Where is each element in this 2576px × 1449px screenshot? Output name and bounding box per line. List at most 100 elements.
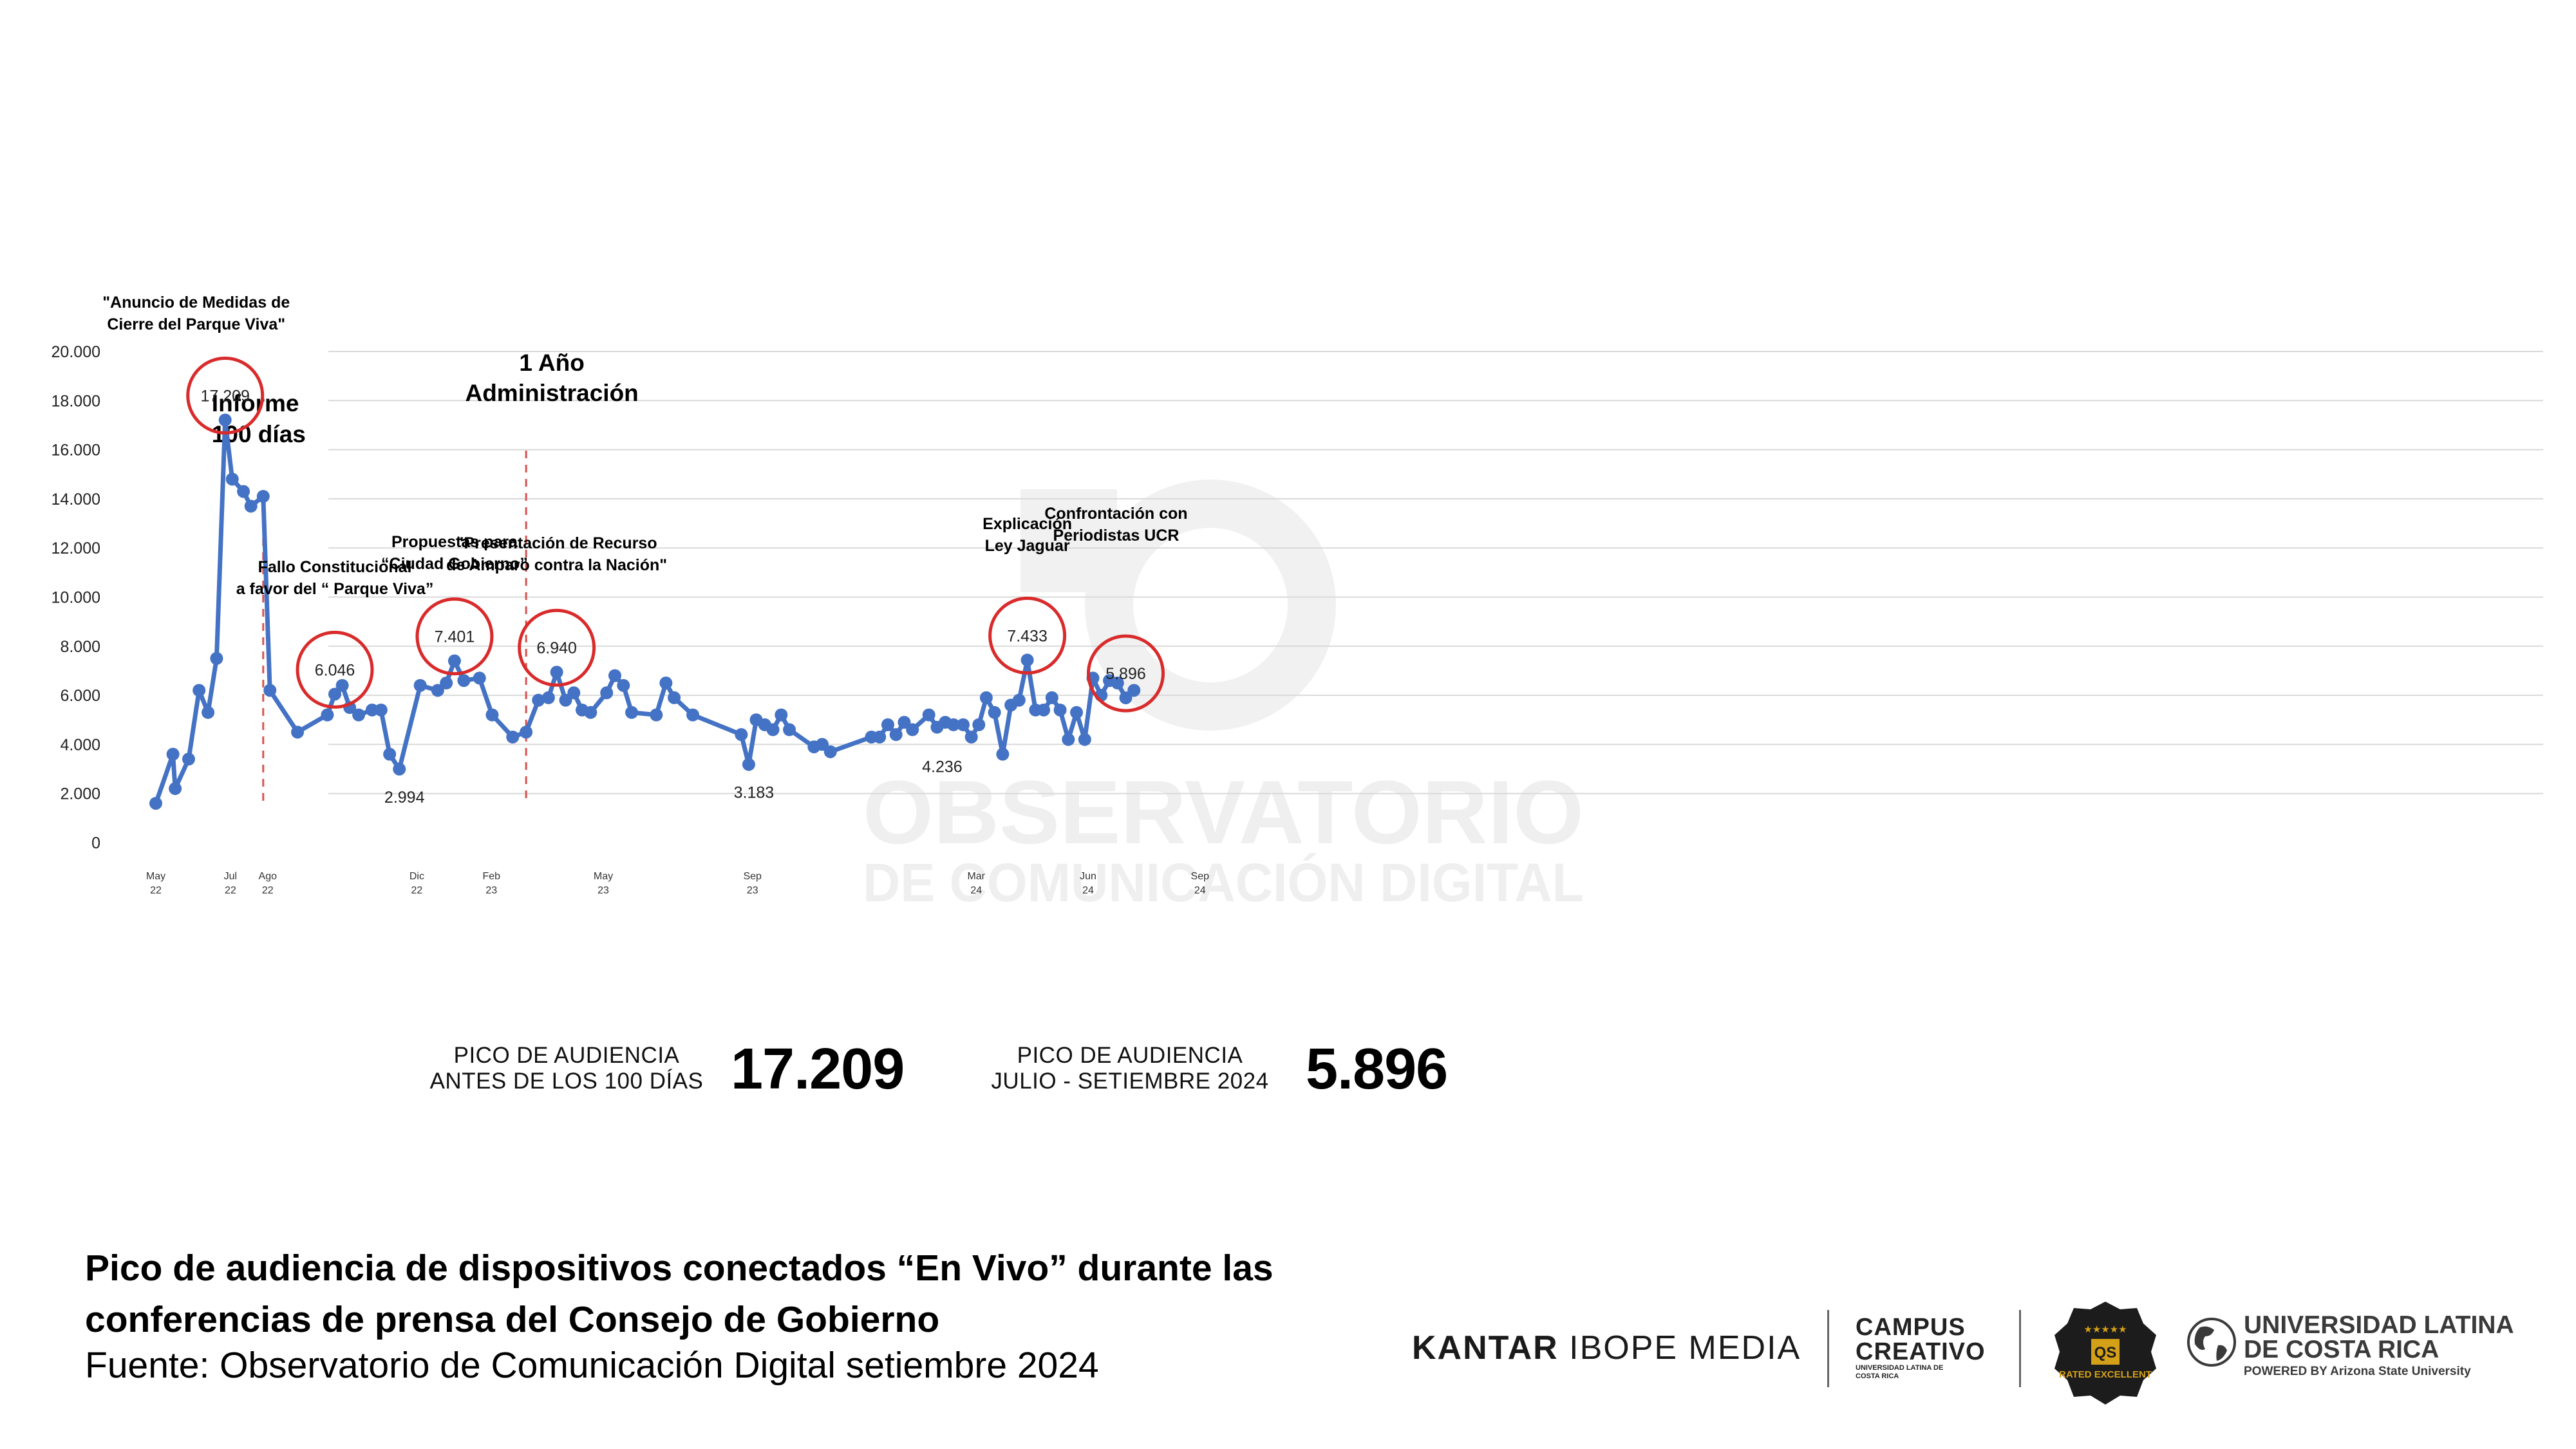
watermark-line2: DE COMUNICACIÓN DIGITAL: [863, 852, 1584, 913]
data-point: [182, 753, 195, 766]
source-note: Fuente: Observatorio de Comunicación Dig…: [85, 1345, 1099, 1386]
data-label: 7.433: [1007, 627, 1048, 645]
y-tick-label: 14.000: [52, 491, 100, 509]
data-point: [1053, 703, 1067, 716]
data-point: [625, 706, 639, 719]
data-point: [328, 687, 342, 701]
data-point: [244, 500, 258, 513]
data-label: 5.896: [1105, 665, 1146, 683]
kpi-value-jul-sep-2024: 5.896: [1306, 1037, 1448, 1101]
badge-rated: RATED EXCELLENT: [2059, 1369, 2152, 1380]
chart-title-line2: conferencias de prensa del Consejo de Go…: [85, 1299, 940, 1340]
data-point: [964, 730, 978, 743]
highlight-circle: [415, 597, 494, 676]
annotation-text: Periodistas UCR: [1053, 527, 1180, 545]
highlight-circle: [518, 608, 596, 687]
x-tick-year: 24: [1194, 885, 1206, 896]
data-point: [617, 678, 630, 692]
series-audiencia: [149, 413, 1141, 810]
data-point: [473, 671, 486, 685]
data-point: [506, 730, 520, 743]
y-tick-label: 8.000: [60, 638, 100, 656]
data-point: [335, 678, 349, 692]
x-tick-year: 22: [411, 885, 423, 896]
milestone-label: 1 Año: [519, 350, 584, 376]
data-point: [149, 796, 162, 810]
data-point: [263, 684, 277, 697]
data-point: [873, 730, 887, 743]
x-tick-month: May: [594, 871, 613, 882]
x-tick-year: 23: [485, 885, 497, 896]
annotation-text: Confrontación con: [1044, 505, 1187, 523]
x-axis: May 22 Jul 22 Ago 22 Dic 22 Feb 23 May 23 Sep 23 Mar 24…: [146, 871, 1209, 896]
x-tick-month: Ago: [259, 871, 277, 882]
data-point: [1111, 677, 1124, 690]
campus-logo-line2: CREATIVO: [1856, 1338, 1986, 1365]
data-point: [520, 725, 533, 739]
data-point: [550, 666, 563, 679]
kantar-logo-bold: KANTAR: [1412, 1329, 1559, 1367]
annotation-text: "Anuncio de Medidas de: [102, 294, 290, 312]
data-point: [816, 738, 829, 751]
x-tick-month: Mar: [967, 871, 985, 882]
data-point: [202, 706, 215, 719]
y-tick-label: 20.000: [52, 343, 100, 361]
data-point: [659, 677, 673, 690]
x-tick-month: May: [146, 871, 165, 882]
campus-logo-sub: UNIVERSIDAD LATINA DE COSTA RICA: [1856, 1364, 1944, 1380]
y-axis: 0 2.000 4.000 6.000 8.000 10.000 12.000 14.000 1…: [52, 343, 100, 852]
data-point: [383, 747, 397, 761]
data-labels: 17.209 6.046 2.994 7.401 6.940 3.183 4.236 7.43…: [200, 387, 1145, 806]
chart-title: Pico de audiencia de dispositivos conect…: [85, 1242, 1437, 1345]
y-tick-label: 2.000: [60, 785, 100, 803]
data-point: [169, 782, 182, 796]
x-tick-month: Sep: [743, 871, 762, 882]
data-point: [650, 708, 663, 722]
observatorio-watermark: OBSERVATORIO DE COMUNICACIÓN DIGITAL: [863, 480, 1584, 913]
annotation-text: a favor del “ Parque Viva”: [236, 580, 434, 598]
annotation-text: Propuestas para: [391, 533, 518, 551]
data-point: [1078, 733, 1091, 746]
globe-icon: [2187, 1318, 2236, 1367]
data-point: [256, 490, 270, 503]
data-point: [972, 718, 986, 731]
watermark-line1: OBSERVATORIO: [863, 762, 1584, 863]
campus-logo-line1: CAMPUS: [1856, 1314, 1966, 1341]
watermark-emblem-icon: [1020, 480, 1336, 731]
data-point: [1070, 706, 1084, 719]
data-point: [686, 708, 700, 722]
highlight-circle: [296, 630, 374, 709]
x-tick-year: 22: [150, 885, 162, 896]
data-point: [1127, 684, 1141, 697]
data-point: [922, 708, 935, 722]
kpi-label-jul-sep-2024: PICO DE AUDIENCIA JULIO - SETIEMBRE 2024: [982, 1043, 1278, 1094]
annotation-text: Fallo Constitucional: [258, 558, 412, 576]
data-label: 6.046: [315, 661, 355, 679]
annotation-text: Explicación: [982, 515, 1072, 533]
data-point: [775, 708, 788, 722]
data-point: [352, 708, 366, 722]
data-point: [584, 706, 597, 719]
x-tick-month: Jun: [1080, 871, 1096, 882]
data-point: [946, 718, 960, 731]
highlight-circle: [186, 356, 265, 435]
data-point: [608, 669, 621, 682]
x-tick-year: 22: [225, 885, 236, 896]
event-annotations: "Anuncio de Medidas de Cierre del Parque …: [102, 294, 1187, 598]
data-point: [906, 723, 919, 736]
x-tick-year: 23: [597, 885, 609, 896]
kpi-label-line1: PICO DE AUDIENCIA: [453, 1043, 680, 1068]
x-tick-month: Dic: [409, 871, 424, 882]
kantar-ibope-logo: KANTAR IBOPE MEDIA: [1412, 1329, 1801, 1367]
y-tick-label: 6.000: [60, 687, 100, 705]
ulatina-powered-by: POWERED BY Arizona State University: [2244, 1365, 2471, 1378]
data-point: [485, 708, 499, 722]
data-point: [374, 703, 388, 716]
data-point: [889, 728, 903, 742]
annotation-text: “Ciudad Gobierno”: [381, 555, 528, 573]
data-point: [735, 728, 748, 742]
data-point: [431, 684, 444, 697]
kpi-label-line2: ANTES DE LOS 100 DÍAS: [429, 1069, 704, 1094]
data-label: 2.994: [384, 789, 425, 807]
chart-title-line1: Pico de audiencia de dispositivos conect…: [85, 1248, 1274, 1289]
